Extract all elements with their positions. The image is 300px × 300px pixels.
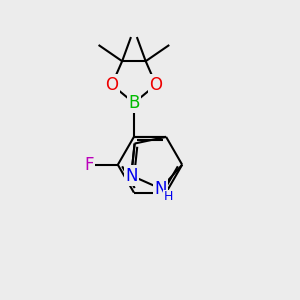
Text: O: O	[105, 76, 118, 94]
Text: H: H	[163, 190, 173, 203]
Text: N: N	[125, 167, 137, 184]
Text: N: N	[154, 180, 167, 198]
Text: F: F	[84, 156, 94, 174]
Text: B: B	[128, 94, 140, 112]
Text: O: O	[149, 76, 163, 94]
